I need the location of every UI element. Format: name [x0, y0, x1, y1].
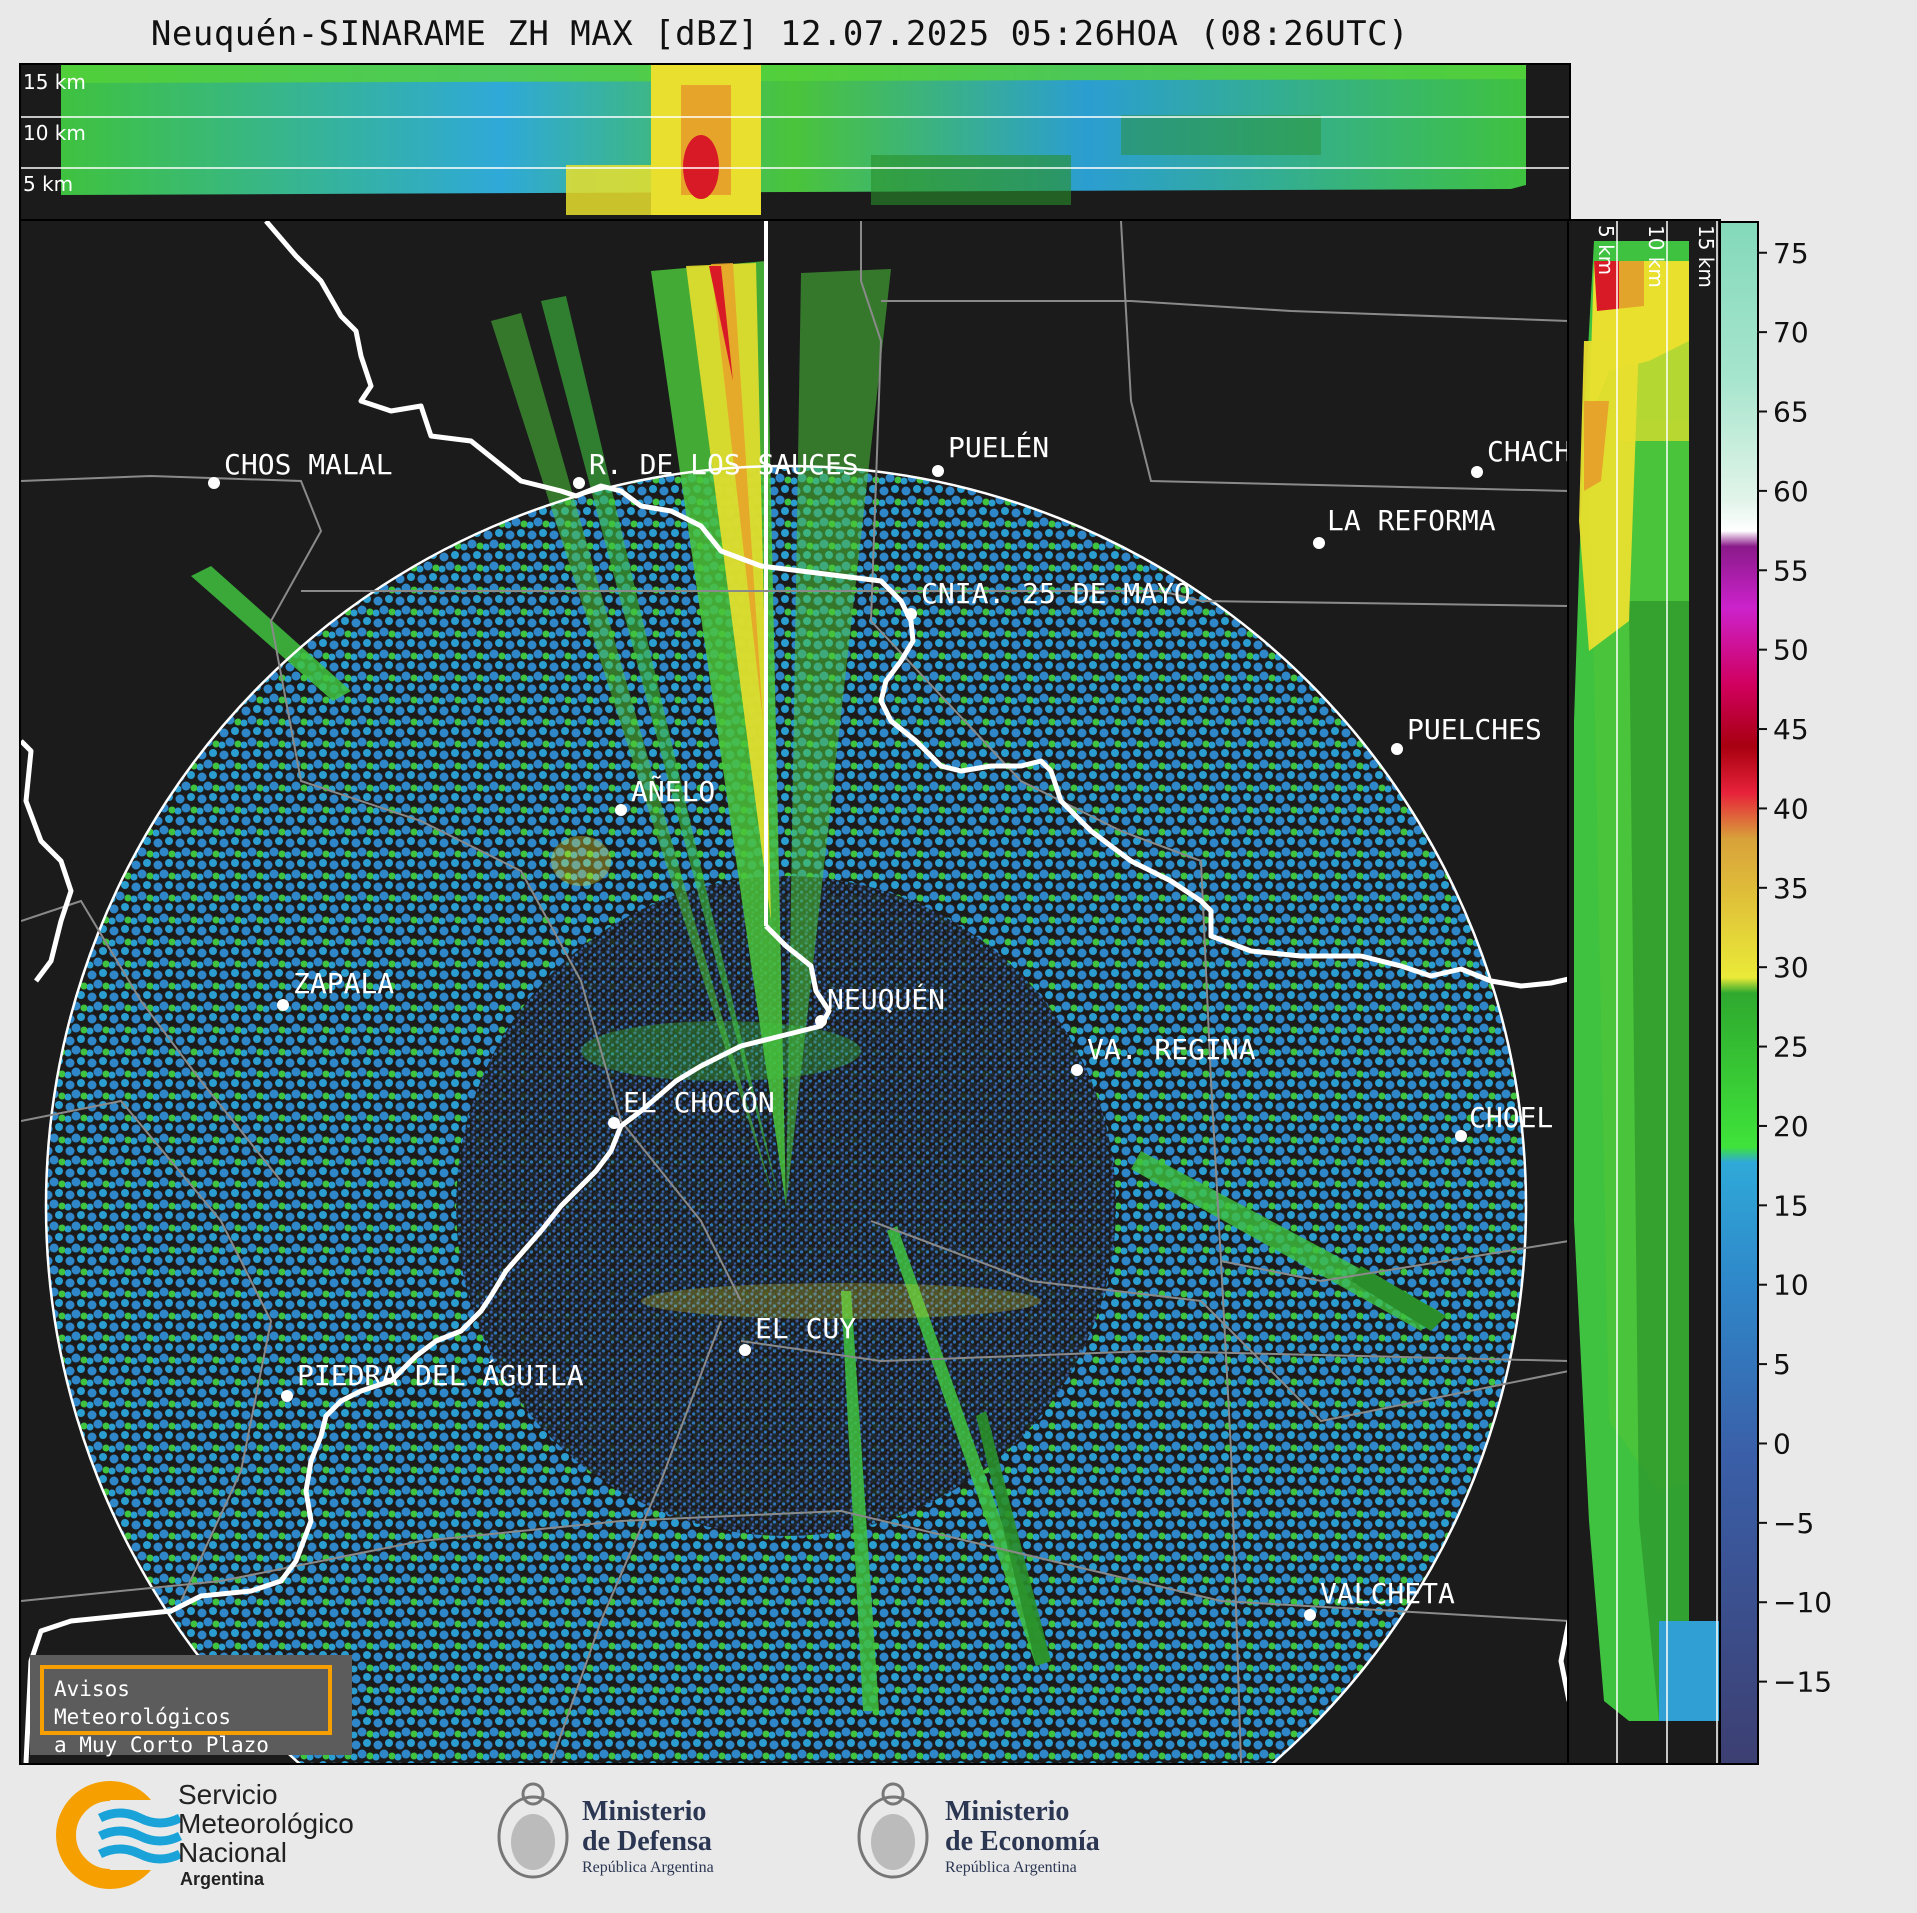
west-boundary	[21, 739, 74, 983]
defensa-text-1: Ministerio	[582, 1796, 706, 1827]
radar-map[interactable]: CHOS MALAL R. DE LOS SAUCES PUELÉN CHACH…	[19, 219, 1571, 1765]
city-dot-el-cuy	[739, 1344, 751, 1356]
economia-logo: Ministerio de Economía República Argenti…	[857, 1782, 1100, 1879]
colorbar-tick-label: 55	[1773, 554, 1809, 587]
top-cross-section: 15 km 10 km 5 km	[19, 63, 1571, 223]
city-label-neuquen: NEUQUÉN	[827, 982, 945, 1016]
colorbar-tick-label: 30	[1773, 951, 1809, 984]
dbz-colorbar	[1719, 221, 1759, 1765]
colorbar-tick-label: 50	[1773, 634, 1809, 667]
smn-text-1: Servicio	[178, 1779, 278, 1810]
city-dot-25-mayo	[905, 608, 917, 620]
colorbar-tick-label: −15	[1773, 1666, 1832, 1699]
economia-text-3: República Argentina	[945, 1859, 1077, 1876]
notice-line-1: Avisos Meteorológicos	[54, 1677, 232, 1729]
colorado-river	[264, 221, 1569, 989]
boundaries	[21, 221, 1569, 1763]
city-label-puelen: PUELÉN	[948, 430, 1049, 464]
city-label-piedra-aguila: PIEDRA DEL ÁGUILA	[297, 1358, 584, 1392]
footer-logos: Servicio Meteorológico Nacional Argentin…	[0, 1770, 1917, 1909]
city-label-anelo: AÑELO	[631, 774, 715, 808]
city-dot-zapala	[277, 999, 289, 1011]
city-label-la-reforma: LA REFORMA	[1327, 504, 1496, 537]
top-echo-band	[61, 65, 1526, 195]
smn-text-2: Meteorológico	[178, 1808, 354, 1839]
city-label-el-chocon: EL CHOCÓN	[623, 1085, 775, 1119]
colorbar-tick-label: 5	[1773, 1348, 1791, 1381]
height-label-10km: 10 km	[23, 121, 86, 145]
colorbar-gradient	[1721, 223, 1757, 1763]
city-label-rincon-sauces: R. DE LOS SAUCES	[589, 448, 859, 481]
city-dot-puelches	[1391, 743, 1403, 755]
colorbar-tick-label: 60	[1773, 475, 1809, 508]
north-sector-red	[709, 266, 733, 381]
notice-line-2: a Muy Corto Plazo	[54, 1733, 269, 1757]
colorbar-tick-label: 70	[1773, 316, 1809, 349]
spoke-nw	[191, 566, 351, 701]
city-label-25-mayo: CNIA. 25 DE MAYO	[921, 577, 1191, 610]
city-label-valcheta: VALCHETA	[1320, 1577, 1455, 1610]
city-dot-choel	[1455, 1130, 1467, 1142]
city-dot-anelo	[615, 804, 627, 816]
city-dot-chach	[1471, 466, 1483, 478]
limay-river	[23, 924, 832, 1763]
city-dot-el-chocon	[608, 1117, 620, 1129]
city-label-zapala: ZAPALA	[293, 967, 394, 1000]
colorbar-tick-label: 20	[1773, 1110, 1809, 1143]
city-dot-piedra-aguila	[281, 1390, 293, 1402]
economia-text-1: Ministerio	[945, 1796, 1069, 1827]
defensa-text-3: República Argentina	[582, 1859, 714, 1876]
colorbar-tick-label: 40	[1773, 792, 1809, 825]
city-dot-chos-malal	[208, 477, 220, 489]
coat-of-arms-icon	[497, 1795, 569, 1879]
colorbar-tick-label: 0	[1773, 1427, 1791, 1460]
city-dot-la-reforma	[1313, 537, 1325, 549]
colorbar-tick-label: 10	[1773, 1269, 1809, 1302]
smn-text-3: Nacional	[178, 1837, 287, 1868]
city-label-chach: CHACH	[1487, 435, 1569, 468]
city-dot-neuquen	[815, 1015, 827, 1027]
city-label-choel: CHOEL	[1469, 1101, 1553, 1134]
height-label-right-10km: 10 km	[1644, 225, 1668, 288]
colorbar-tick-label: 65	[1773, 396, 1809, 429]
smn-logo: Servicio Meteorológico Nacional Argentin…	[56, 1779, 354, 1889]
height-label-5km: 5 km	[23, 172, 73, 196]
map-title: Neuquén-SINARAME ZH MAX [dBZ] 12.07.2025…	[150, 14, 1410, 54]
colorbar-tick-label: −5	[1773, 1507, 1814, 1540]
city-label-el-cuy: EL CUY	[755, 1312, 856, 1345]
city-label-puelches: PUELCHES	[1407, 713, 1542, 746]
range-ring	[44, 464, 1528, 1763]
economia-text-2: de Economía	[945, 1826, 1100, 1857]
colorbar-tick-label: 25	[1773, 1031, 1809, 1064]
defensa-text-2: de Defensa	[582, 1826, 712, 1857]
river-lines	[21, 221, 1569, 1763]
city-label-chos-malal: CHOS MALAL	[224, 448, 393, 481]
city-label-va-regina: VA. REGINA	[1087, 1033, 1256, 1066]
notice-box: Avisos Meteorológicos a Muy Corto Plazo	[30, 1655, 352, 1757]
height-label-15km: 15 km	[23, 70, 86, 94]
colorbar-tick-label: 45	[1773, 713, 1809, 746]
city-markers: CHOS MALAL R. DE LOS SAUCES PUELÉN CHACH…	[208, 430, 1569, 1621]
city-dot-rincon-sauces	[573, 477, 585, 489]
right-cross-section: 5 km 10 km 15 km	[1567, 219, 1721, 1765]
spoke-s1	[841, 1291, 879, 1711]
city-dot-valcheta	[1304, 1609, 1316, 1621]
defensa-logo: Ministerio de Defensa República Argentin…	[497, 1782, 714, 1879]
city-dot-va-regina	[1071, 1064, 1083, 1076]
colorbar-tick-label: −10	[1773, 1586, 1832, 1619]
top-max-core	[683, 135, 719, 199]
smn-text-4: Argentina	[180, 1869, 265, 1889]
height-label-right-5km: 5 km	[1594, 225, 1618, 275]
colorbar-tick-label: 15	[1773, 1189, 1809, 1222]
height-label-right-15km: 15 km	[1694, 225, 1718, 288]
coat-of-arms-icon-2	[857, 1795, 929, 1879]
colorbar-tick-label: 75	[1773, 237, 1809, 270]
city-dot-puelen	[932, 465, 944, 477]
colorbar-tick-label: 35	[1773, 872, 1809, 905]
